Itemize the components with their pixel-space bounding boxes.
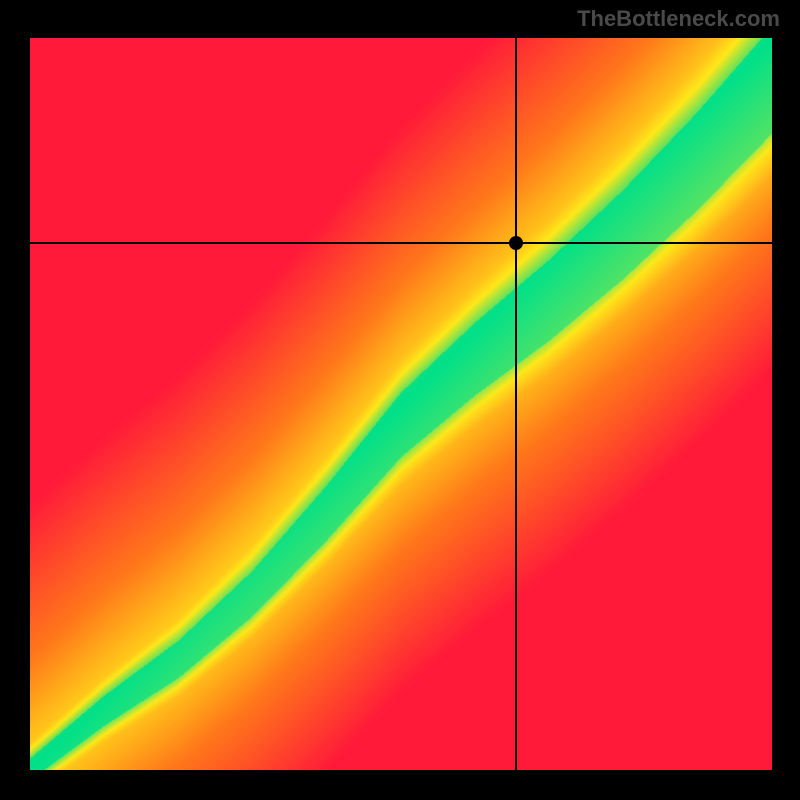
crosshair-vertical (515, 38, 517, 770)
crosshair-marker (509, 236, 523, 250)
crosshair-horizontal (30, 242, 772, 244)
chart-container: TheBottleneck.com (0, 0, 800, 800)
watermark-text: TheBottleneck.com (577, 6, 780, 32)
heatmap-canvas (30, 38, 772, 770)
